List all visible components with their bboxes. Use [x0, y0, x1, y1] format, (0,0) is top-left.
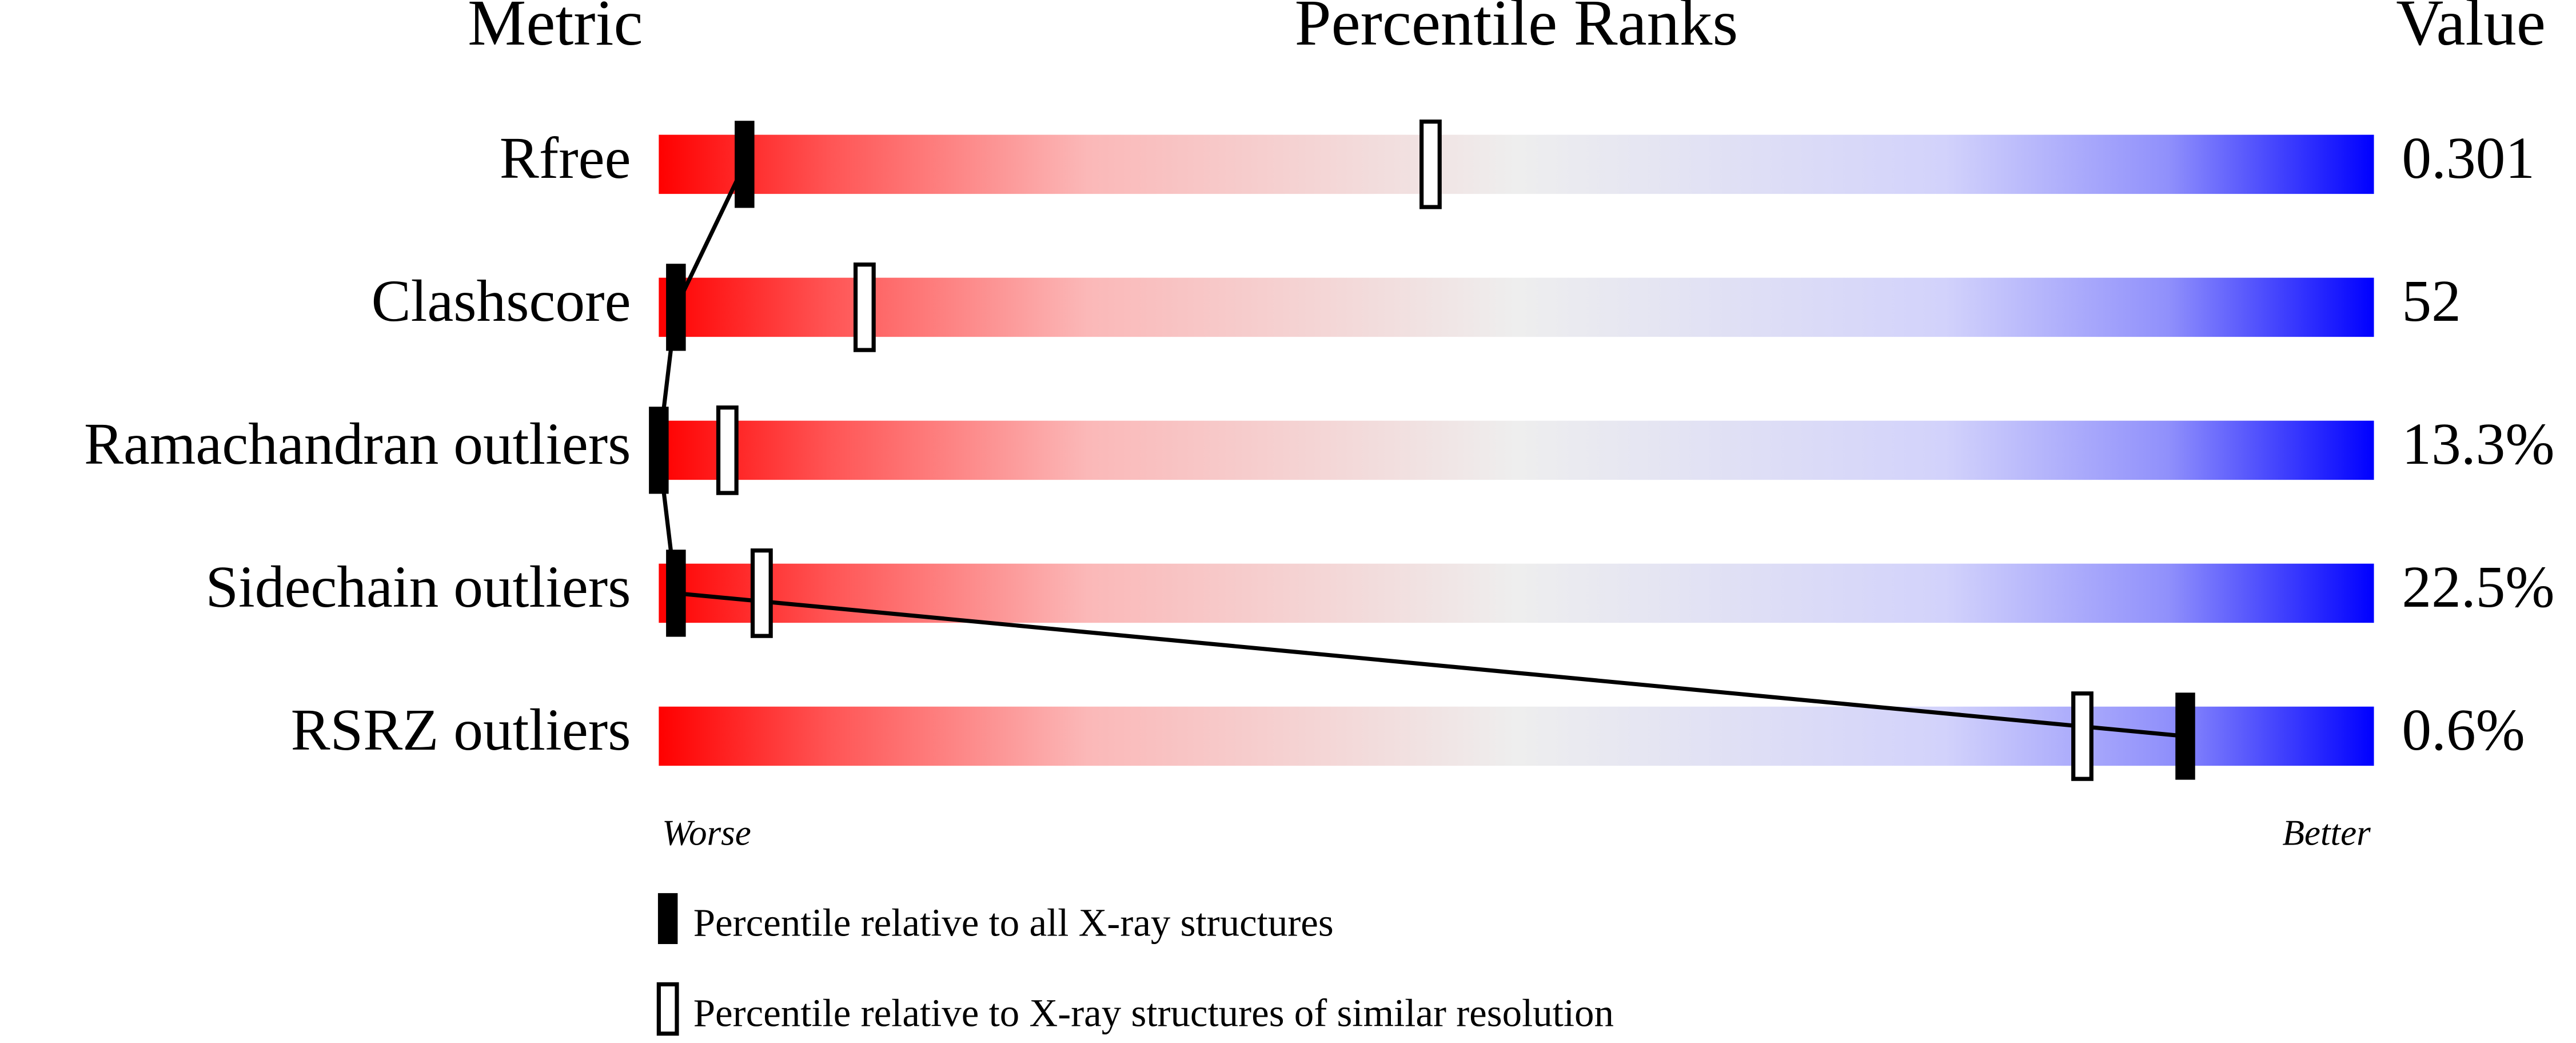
metric-value: 0.301: [2402, 126, 2535, 191]
percentile-marker-all: [2175, 692, 2195, 780]
percentile-bar: [659, 420, 2374, 480]
metric-value: 22.5%: [2402, 555, 2554, 620]
percentile-marker-similar: [716, 405, 739, 495]
percentile-marker-all: [649, 407, 669, 494]
percentile-bar: [659, 277, 2374, 337]
percentile-bar: [659, 134, 2374, 194]
percentile-marker-similar: [1419, 120, 1442, 209]
percentile-marker-all: [735, 121, 755, 208]
percentile-marker-similar: [2071, 691, 2094, 781]
percentile-marker-all: [666, 264, 686, 351]
column-header: Percentile Ranks: [1295, 0, 1738, 59]
legend-label: Percentile relative to all X-ray structu…: [693, 901, 1334, 945]
worse-label: Worse: [662, 813, 751, 853]
percentile-marker-similar: [750, 548, 773, 638]
legend-label: Percentile relative to X-ray structures …: [693, 992, 1614, 1035]
column-header: Value: [2396, 0, 2546, 59]
legend-swatch: [657, 893, 678, 944]
metric-label: Ramachandran outliers: [84, 412, 631, 477]
legend-swatch: [656, 982, 679, 1036]
percentile-bar: [659, 563, 2374, 623]
column-header: Metric: [468, 0, 643, 59]
metric-value: 52: [2402, 269, 2461, 334]
metric-value: 13.3%: [2402, 412, 2554, 477]
percentile-marker-similar: [853, 262, 876, 352]
metric-label: Sidechain outliers: [205, 555, 631, 620]
metric-label: RSRZ outliers: [291, 698, 631, 763]
percentile-marker-all: [666, 550, 686, 637]
metric-value: 0.6%: [2402, 698, 2525, 763]
better-label: Better: [2282, 813, 2371, 853]
metric-label: Clashscore: [372, 269, 631, 334]
percentile-bar: [659, 706, 2374, 766]
metric-label: Rfree: [500, 126, 631, 191]
